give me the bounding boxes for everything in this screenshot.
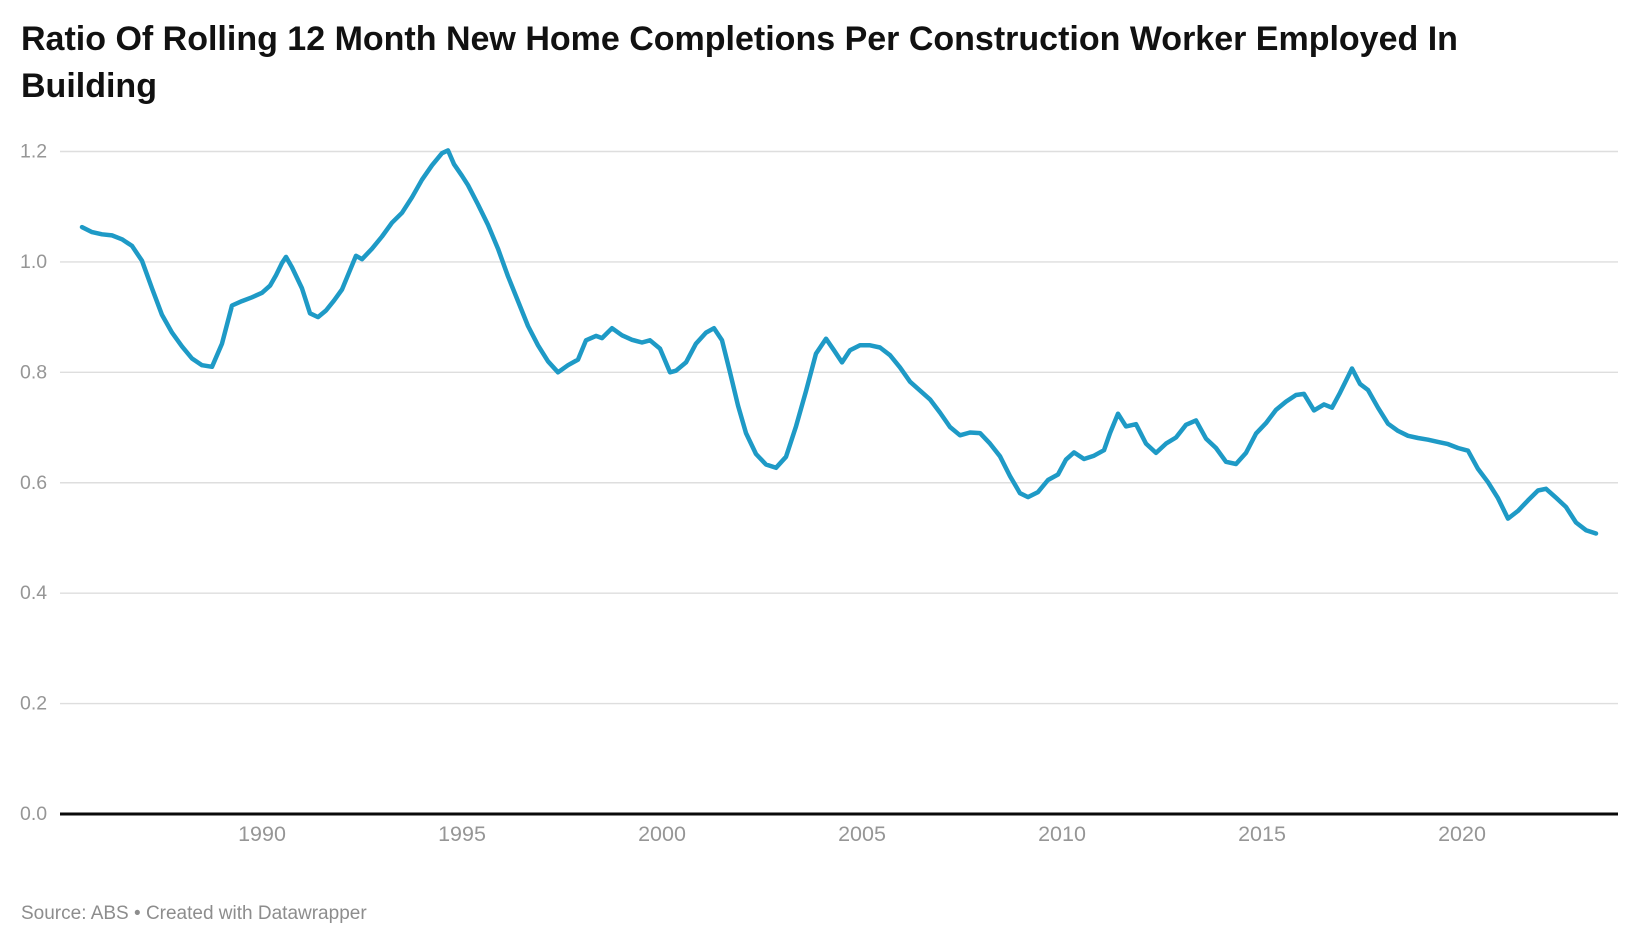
x-axis-label: 1995 (438, 822, 486, 846)
y-axis-label: 1.0 (20, 251, 47, 273)
source-text: Source: ABS • Created with Datawrapper (21, 903, 367, 924)
y-axis-label: 0.4 (20, 582, 47, 604)
x-axis-label: 1990 (238, 822, 286, 846)
data-line (79, 148, 1599, 536)
y-axis-label: 0.6 (20, 472, 47, 494)
chart-title: Ratio Of Rolling 12 Month New Home Compl… (21, 20, 1458, 105)
y-axis-label: 0.0 (20, 803, 47, 825)
y-axis-label: 0.8 (20, 361, 47, 383)
x-axis-label: 2010 (1038, 822, 1086, 846)
x-axis-label: 2000 (638, 822, 686, 846)
x-axis-label: 2005 (838, 822, 886, 846)
y-axis-label: 0.2 (20, 693, 47, 715)
y-axis-label: 1.2 (20, 141, 47, 163)
x-axis-label: 2020 (1438, 822, 1486, 846)
x-axis-label: 2015 (1238, 822, 1286, 846)
